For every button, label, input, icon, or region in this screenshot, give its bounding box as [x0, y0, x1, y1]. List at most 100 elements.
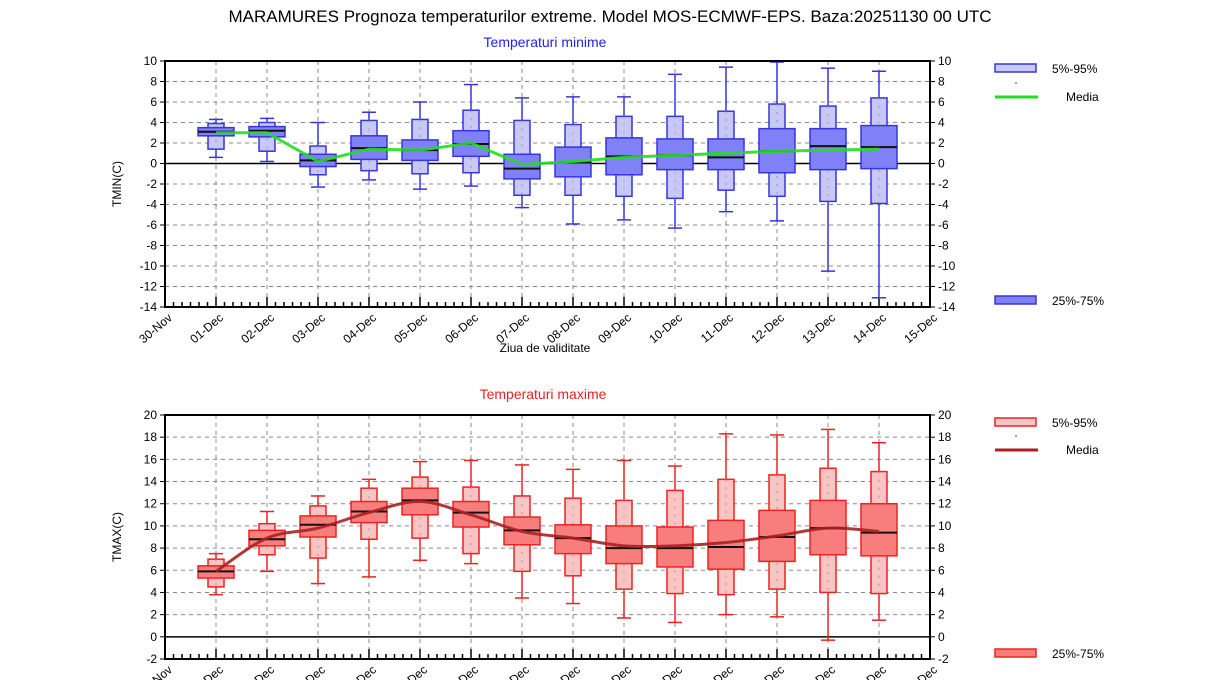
tmax-y-axis-label: TMAX(C): [110, 512, 124, 562]
tmin-y-tick-label-left: -8: [146, 239, 157, 253]
tmin-y-tick-label-right: 0: [938, 157, 945, 171]
figure-title: MARAMURES Prognoza temperaturilor extrem…: [228, 7, 991, 26]
tmax-box-07-Dec: [503, 464, 541, 599]
legend-label-mean: Media: [1066, 90, 1099, 104]
tmin-x-tick-label: 11-Dec: [698, 311, 736, 346]
tmin-box-01-Dec: [197, 118, 235, 159]
tmin-x-tick-label: 30-Nov: [136, 311, 175, 347]
tmax-y-tick-label-left: 8: [150, 541, 157, 555]
tmin-box-11-Dec: [707, 66, 745, 213]
tmin-y-tick-label-left: -12: [140, 280, 158, 294]
tmin-mean-line: [216, 131, 880, 167]
tmax-x-tick-label: 13-Dec: [799, 663, 838, 680]
tmax-x-tick-label: 03-Dec: [289, 663, 328, 680]
tmax-y-tick-label-right: 2: [938, 608, 945, 622]
tmin-y-tick-label-left: -14: [140, 300, 158, 314]
tmin-box-14-Dec: [860, 70, 898, 299]
box-p25-p75: [554, 524, 592, 555]
tmin-box-10-Dec: [656, 73, 694, 229]
tmax-y-tick-label-left: 10: [144, 519, 158, 533]
legend-dot: [1015, 435, 1017, 437]
tmin-y-tick-label-right: -12: [938, 280, 956, 294]
legend-swatch-p25-75: [994, 295, 1037, 305]
tmin-y-tick-label-right: -6: [938, 218, 949, 232]
tmin-plot-frame: [164, 60, 931, 308]
tmax-box-01-Dec: [197, 552, 235, 596]
tmin-y-tick-label-left: -10: [140, 259, 158, 273]
tmax-chart: Temperaturi maxime TMAX(C) 5%-95% Media …: [110, 386, 1104, 680]
legend-label-p25-75: 25%-75%: [1052, 294, 1104, 308]
tmax-y-tick-label-right: 16: [938, 452, 952, 466]
tmax-x-tick-label: 05-Dec: [391, 663, 430, 680]
tmax-y-tick-label-left: 14: [144, 475, 158, 489]
tmax-box-02-Dec: [248, 510, 286, 573]
tmin-x-axis-label: Ziua de validitate: [500, 341, 591, 355]
tmax-x-tick-label: 01-Dec: [187, 663, 226, 680]
tmin-y-axis-label: TMIN(C): [110, 161, 124, 207]
tmin-y-tick-label-left: 2: [150, 136, 157, 150]
tmax-box-13-Dec: [809, 428, 847, 641]
tmax-x-tick-label: 11-Dec: [698, 663, 736, 680]
tmax-y-tick-label-right: -2: [938, 652, 949, 666]
tmin-x-tick-label: 14-Dec: [850, 311, 889, 347]
tmax-mean-line: [215, 500, 880, 573]
tmin-y-tick-label-left: -2: [146, 177, 157, 191]
tmax-y-tick-label-right: 6: [938, 563, 945, 577]
tmin-box-12-Dec: [758, 61, 796, 222]
tmin-y-tick-label-right: -8: [938, 239, 949, 253]
tmax-y-tick-label-left: 4: [150, 585, 157, 599]
tmin-y-tick-label-left: 10: [144, 54, 158, 68]
tmax-y-tick-label-left: 12: [144, 497, 158, 511]
tmax-x-tick-label: 10-Dec: [646, 663, 685, 680]
tmin-y-tick-label-left: -6: [146, 218, 157, 232]
tmax-y-tick-label-left: 0: [150, 630, 157, 644]
tmin-box-07-Dec: [503, 97, 541, 209]
tmin-y-tick-label-right: 2: [938, 136, 945, 150]
tmin-y-tick-label-left: 6: [150, 95, 157, 109]
tmax-box-12-Dec: [758, 434, 796, 618]
tmax-y-tick-label-right: 0: [938, 630, 945, 644]
tmax-x-tick-label: 15-Dec: [901, 663, 940, 680]
tmax-box-11-Dec: [707, 433, 745, 616]
tmin-y-tick-label-right: -14: [938, 300, 956, 314]
tmin-y-tick-label-left: 0: [150, 157, 157, 171]
tmax-y-tick-label-right: 14: [938, 475, 952, 489]
tmin-chart-title: Temperaturi minime: [484, 34, 607, 50]
tmin-x-tick-label: 15-Dec: [901, 311, 940, 347]
tmax-y-tick-label-right: 10: [938, 519, 952, 533]
legend-label-p5-95: 5%-95%: [1052, 416, 1098, 430]
legend-label-p5-95: 5%-95%: [1052, 62, 1098, 76]
tmin-x-tick-label: 06-Dec: [442, 311, 481, 347]
tmin-x-tick-label: 01-Dec: [187, 311, 226, 347]
tmax-y-tick-label-left: -2: [146, 652, 157, 666]
tmin-x-tick-label: 13-Dec: [799, 311, 838, 347]
legend-swatch-p25-75: [994, 648, 1037, 658]
tmin-x-tick-label: 02-Dec: [238, 311, 277, 347]
tmin-x-tick-label: 10-Dec: [646, 311, 685, 347]
legend-dot: [1015, 82, 1017, 84]
tmax-box-04-Dec: [350, 478, 388, 578]
tmin-x-tick-label: 03-Dec: [289, 311, 328, 347]
legend-label-mean: Media: [1066, 443, 1099, 457]
tmin-x-tick-label: 04-Dec: [340, 311, 379, 347]
tmin-box-05-Dec: [401, 101, 439, 190]
tmin-y-tick-label-right: 8: [938, 75, 945, 89]
tmax-y-tick-label-right: 4: [938, 585, 945, 599]
tmax-box-09-Dec: [605, 459, 643, 619]
tmax-x-tick-label: 12-Dec: [748, 663, 787, 680]
legend-swatch-p5-95: [994, 63, 1037, 73]
tmax-x-tick-label: 04-Dec: [340, 663, 379, 680]
tmax-box-06-Dec: [452, 459, 490, 565]
tmax-chart-title: Temperaturi maxime: [480, 386, 607, 402]
tmax-y-tick-label-right: 8: [938, 541, 945, 555]
tmax-y-tick-label-left: 16: [144, 452, 158, 466]
tmax-y-tick-label-right: 12: [938, 497, 952, 511]
tmax-box-03-Dec: [299, 495, 337, 585]
tmax-x-tick-label: 07-Dec: [493, 663, 532, 680]
tmax-y-tick-label-left: 2: [150, 608, 157, 622]
legend-swatch-p5-95: [994, 417, 1037, 427]
tmin-x-tick-label: 09-Dec: [595, 311, 634, 347]
tmin-box-06-Dec: [452, 83, 490, 187]
tmax-x-tick-label: 06-Dec: [442, 663, 481, 680]
